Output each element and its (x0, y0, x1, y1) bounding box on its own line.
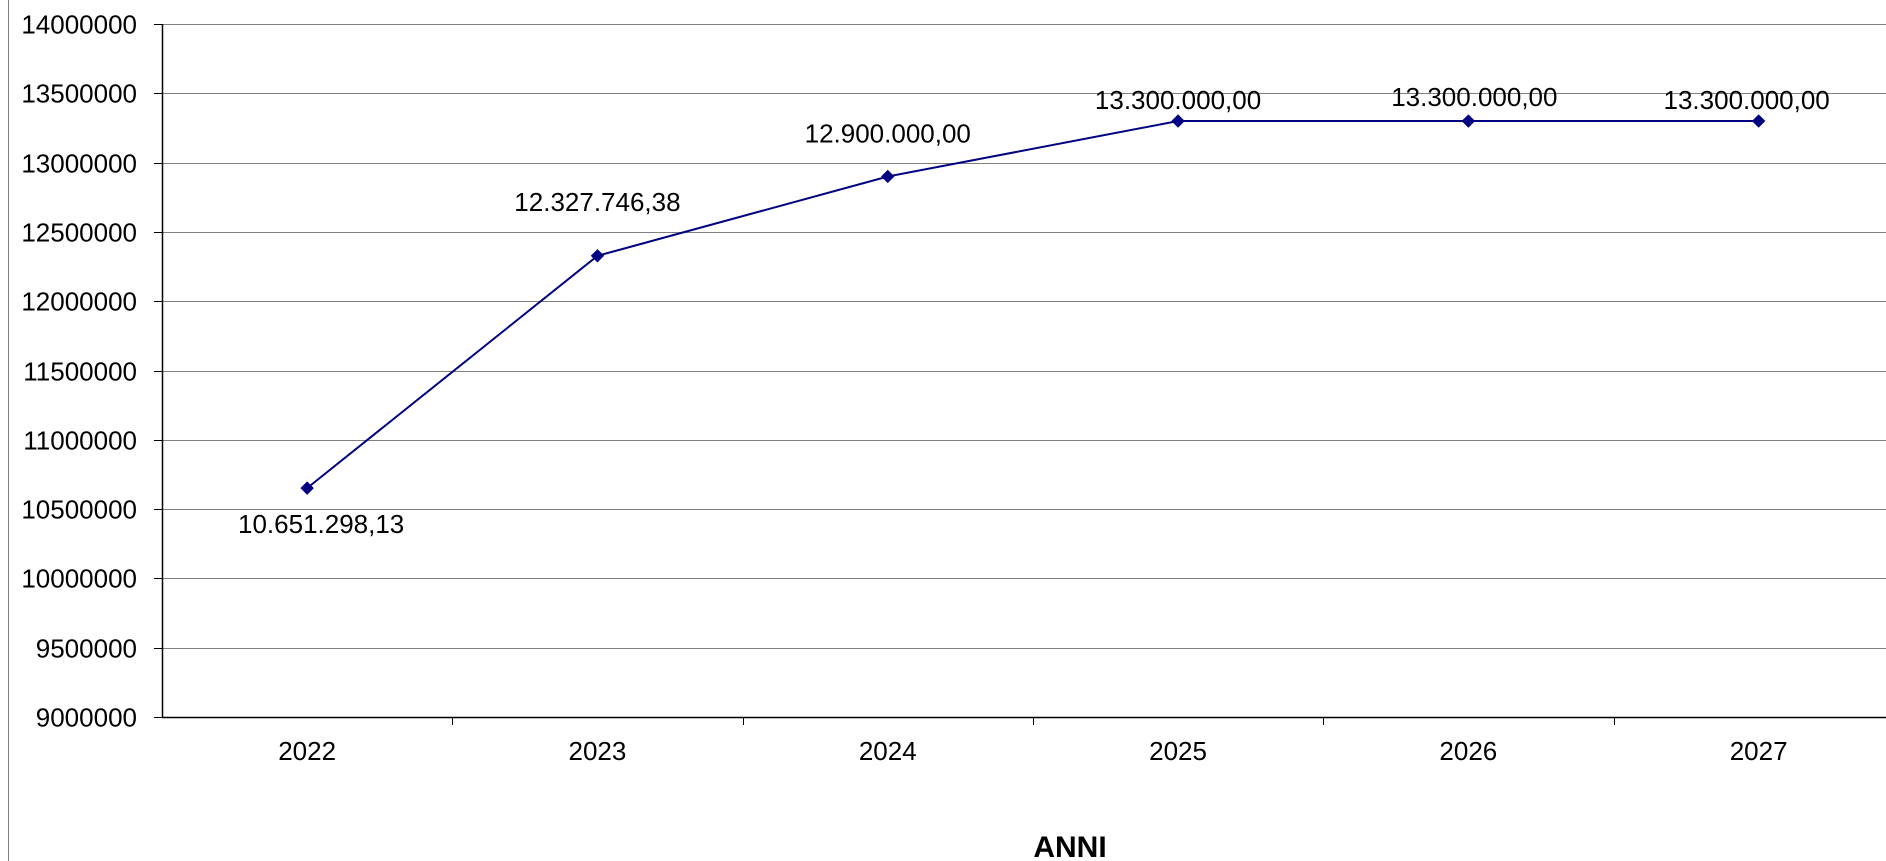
y-tick-labels: 14000000 13500000 13000000 12500000 12000000… (21, 10, 137, 733)
x-axis-title: ANNI (1033, 831, 1106, 861)
data-markers (300, 114, 1766, 495)
data-label: 12.327.746,38 (514, 187, 680, 217)
data-point-marker (881, 169, 895, 184)
data-label: 13.300.000,00 (1095, 85, 1261, 115)
y-tick-label: 9500000 (36, 634, 137, 664)
y-tick-label: 12500000 (21, 218, 137, 248)
y-tick-label: 13500000 (21, 79, 137, 109)
gridlines (162, 24, 1886, 649)
y-tick-label: 14000000 (21, 10, 137, 40)
data-labels: 10.651.298,13 12.327.746,38 12.900.000,00 1… (238, 82, 1830, 539)
x-tick-label: 2027 (1730, 736, 1788, 766)
y-tick-label: 9000000 (36, 703, 137, 733)
y-tick-label: 10000000 (21, 564, 137, 594)
y-tick-label: 12000000 (21, 287, 137, 317)
axes (154, 24, 1886, 725)
y-tick-label: 13000000 (21, 149, 137, 179)
data-point-marker (1171, 114, 1185, 128)
x-tick-label: 2023 (569, 736, 627, 766)
data-label: 13.300.000,00 (1391, 82, 1557, 112)
x-tick-labels: 2022 2023 2024 2025 2026 2027 (278, 736, 1787, 766)
data-label: 12.900.000,00 (805, 118, 971, 148)
data-label: 10.651.298,13 (238, 509, 404, 539)
series-line-path (306, 120, 1759, 489)
y-tick-label: 10500000 (21, 495, 137, 525)
y-tick-label: 11000000 (23, 426, 137, 456)
x-tick-label: 2026 (1439, 736, 1497, 766)
data-label: 13.300.000,00 (1664, 85, 1830, 115)
x-tick-label: 2025 (1149, 736, 1207, 766)
y-tick-label: 11500000 (23, 357, 137, 387)
x-tick-label: 2024 (859, 736, 917, 766)
data-point-marker (1751, 114, 1766, 128)
data-point-marker (300, 481, 314, 495)
x-tick-label: 2022 (278, 736, 336, 766)
series-line (306, 120, 1759, 489)
data-point-marker (1461, 114, 1476, 128)
data-point-marker (590, 249, 605, 263)
